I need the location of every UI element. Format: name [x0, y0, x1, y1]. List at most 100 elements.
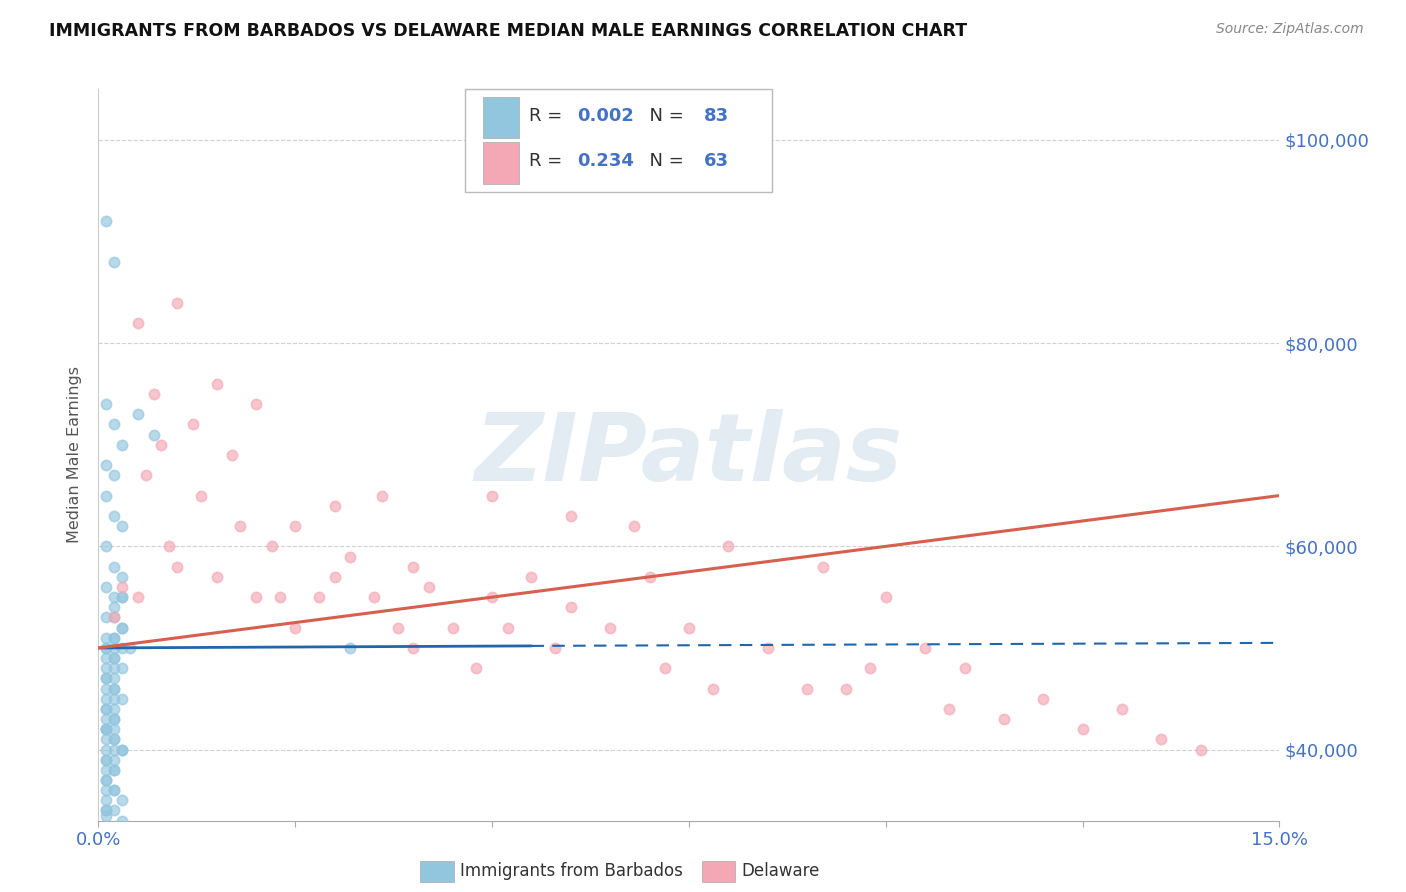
Point [103, 610, 125, 624]
Point [756, 640, 779, 655]
Point [796, 681, 818, 696]
Point [96, 763, 118, 777]
Point [638, 570, 661, 584]
Point [96, 772, 118, 787]
Point [111, 742, 134, 756]
Point [96, 672, 118, 686]
Point [544, 640, 567, 655]
Point [103, 417, 125, 432]
Point [811, 559, 834, 574]
Point [875, 590, 897, 604]
Point [96, 672, 118, 686]
Point [835, 681, 858, 696]
Point [103, 631, 125, 645]
Point [96, 691, 118, 706]
Point [127, 407, 149, 421]
Point [103, 651, 125, 665]
Point [127, 590, 149, 604]
Point [103, 590, 125, 604]
Point [111, 590, 134, 604]
Point [103, 631, 125, 645]
Point [96, 681, 118, 696]
Point [96, 742, 118, 756]
Point [96, 458, 118, 472]
Point [96, 723, 118, 737]
Point [96, 732, 118, 747]
Point [96, 610, 118, 624]
Point [166, 295, 188, 310]
Text: Immigrants from Barbados: Immigrants from Barbados [460, 863, 683, 880]
Point [142, 427, 165, 442]
Point [111, 691, 134, 706]
Text: ZIPatlas: ZIPatlas [475, 409, 903, 501]
Point [103, 763, 125, 777]
Point [339, 549, 361, 564]
Point [308, 590, 330, 604]
Point [96, 651, 118, 665]
Point [135, 468, 157, 483]
Text: 0.002: 0.002 [576, 106, 634, 125]
Point [96, 640, 118, 655]
Point [111, 519, 134, 533]
Point [1111, 702, 1133, 716]
Point [103, 681, 125, 696]
Point [96, 783, 118, 797]
Point [339, 640, 361, 655]
Point [859, 661, 882, 675]
Point [103, 783, 125, 797]
Point [103, 681, 125, 696]
Point [103, 640, 125, 655]
Point [127, 316, 149, 330]
Point [96, 772, 118, 787]
FancyBboxPatch shape [484, 142, 519, 184]
Point [205, 376, 228, 391]
Text: R =: R = [530, 106, 568, 125]
Point [96, 808, 118, 822]
Point [520, 570, 543, 584]
Point [96, 793, 118, 807]
Text: 0.234: 0.234 [576, 153, 634, 170]
Point [717, 539, 740, 553]
Point [96, 580, 118, 594]
Point [103, 600, 125, 615]
Text: Delaware: Delaware [741, 863, 820, 880]
Point [402, 640, 425, 655]
Point [496, 621, 519, 635]
Point [96, 640, 118, 655]
FancyBboxPatch shape [464, 89, 772, 192]
Point [111, 621, 134, 635]
Point [323, 499, 346, 513]
Point [150, 438, 173, 452]
Point [1189, 742, 1212, 756]
Point [96, 631, 118, 645]
Text: R =: R = [530, 153, 568, 170]
Point [363, 590, 385, 604]
FancyBboxPatch shape [484, 96, 519, 138]
Point [96, 804, 118, 818]
Point [96, 539, 118, 553]
Point [481, 489, 503, 503]
Point [111, 570, 134, 584]
Point [103, 610, 125, 624]
Point [190, 489, 212, 503]
Point [229, 519, 252, 533]
Point [103, 468, 125, 483]
Point [205, 570, 228, 584]
Point [96, 489, 118, 503]
Point [260, 539, 283, 553]
Point [441, 621, 464, 635]
Point [914, 640, 936, 655]
Point [103, 763, 125, 777]
Point [103, 508, 125, 523]
Point [560, 508, 582, 523]
Point [96, 214, 118, 228]
Point [103, 651, 125, 665]
Point [371, 489, 394, 503]
Point [103, 255, 125, 269]
Point [111, 580, 134, 594]
Point [387, 621, 409, 635]
Point [269, 590, 291, 604]
Point [284, 519, 307, 533]
Point [1071, 723, 1094, 737]
Point [111, 621, 134, 635]
